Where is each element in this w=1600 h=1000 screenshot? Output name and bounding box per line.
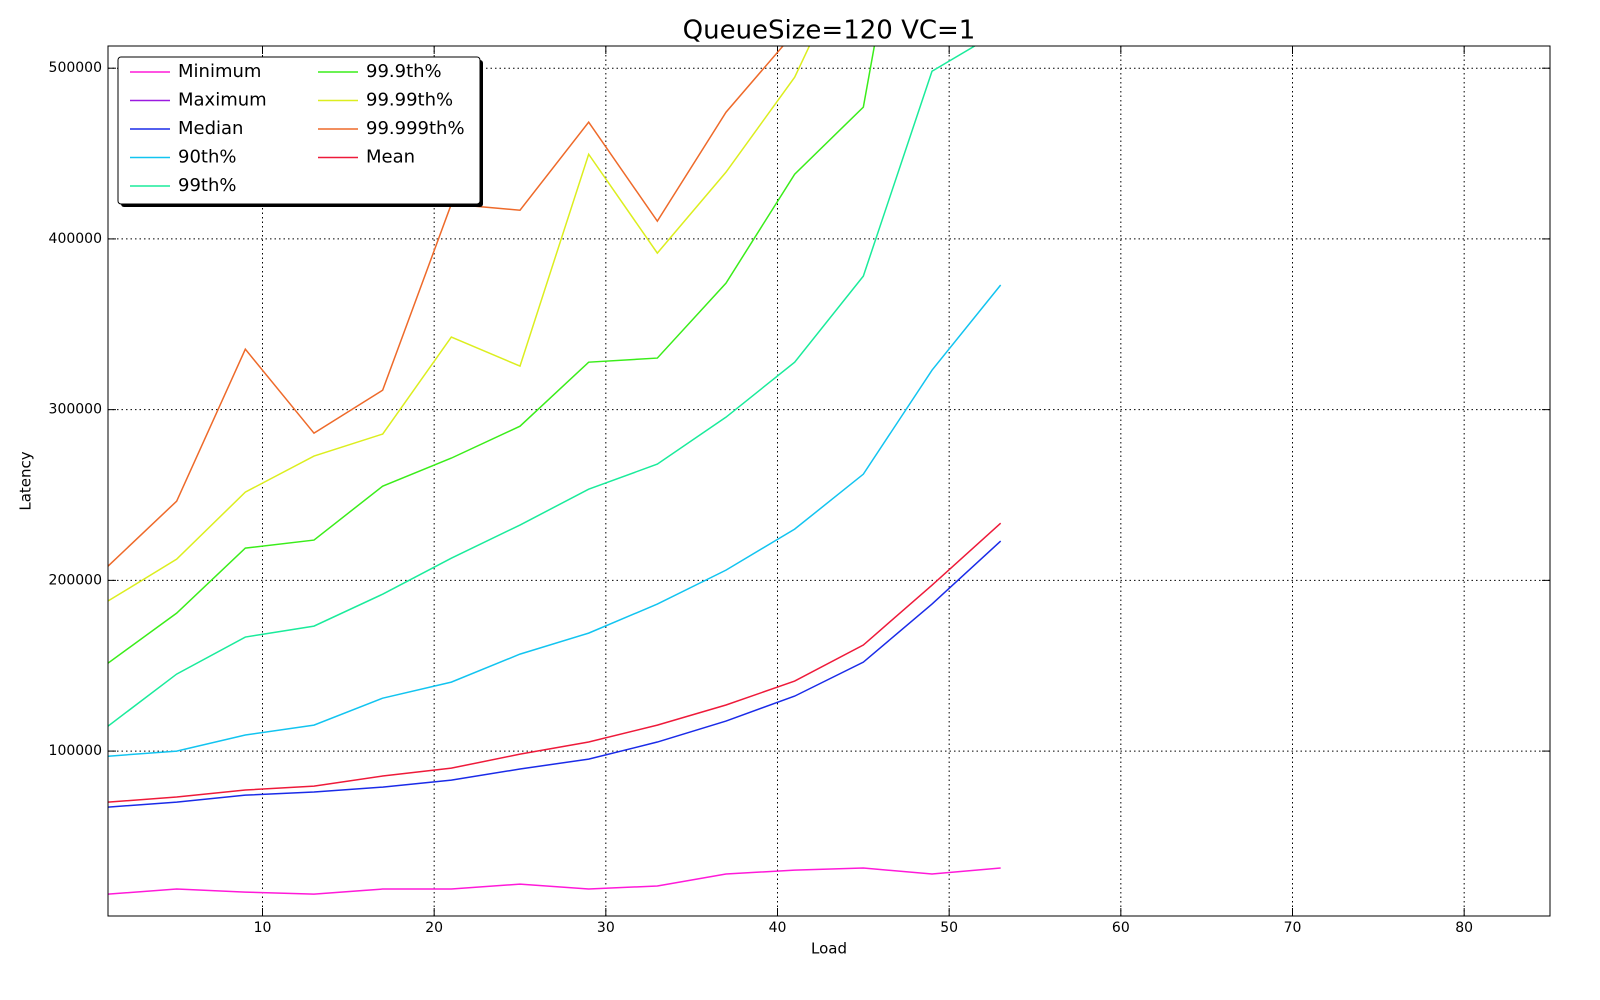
chart-title: QueueSize=120 VC=1 — [683, 16, 976, 46]
legend-label: 90th% — [178, 147, 236, 168]
y-tick-label: 100000 — [49, 743, 102, 759]
x-tick-label: 70 — [1284, 920, 1302, 936]
y-tick-label: 200000 — [49, 572, 102, 588]
series-line — [108, 46, 811, 602]
series-line — [108, 540, 1002, 808]
legend-box — [117, 56, 481, 205]
legend-label: 99.99th% — [366, 90, 453, 111]
legend-label: Maximum — [178, 90, 267, 111]
legend-label: Mean — [366, 147, 415, 168]
series-line — [108, 46, 977, 727]
x-axis-label: Load — [811, 940, 847, 958]
y-tick-label: 500000 — [49, 60, 102, 76]
series-line — [108, 46, 876, 664]
x-tick-label: 30 — [597, 920, 615, 936]
y-tick-label: 400000 — [49, 231, 102, 247]
legend-label: 99th% — [178, 175, 236, 196]
series-line — [108, 867, 1001, 895]
x-tick-label: 40 — [769, 920, 787, 936]
y-tick-label: 300000 — [49, 402, 102, 418]
x-tick-label: 50 — [940, 920, 958, 936]
series-line — [108, 522, 1002, 803]
y-axis-label: Latency — [17, 451, 35, 510]
x-tick-label: 60 — [1112, 920, 1130, 936]
x-tick-label: 10 — [254, 920, 272, 936]
plot-frame — [107, 45, 1551, 917]
x-tick-label: 80 — [1455, 920, 1473, 936]
legend-label: Minimum — [178, 61, 261, 82]
legend-label: 99.999th% — [366, 118, 465, 139]
grid — [108, 46, 1550, 916]
x-tick-label: 20 — [425, 920, 443, 936]
legend-label: 99.9th% — [366, 61, 442, 82]
legend-label: Median — [178, 118, 243, 139]
series-line — [108, 284, 1002, 757]
legend: Minimum Maximum Median 90th% 99th% 99.9th% 99.… — [117, 56, 483, 207]
lines — [108, 46, 1002, 895]
